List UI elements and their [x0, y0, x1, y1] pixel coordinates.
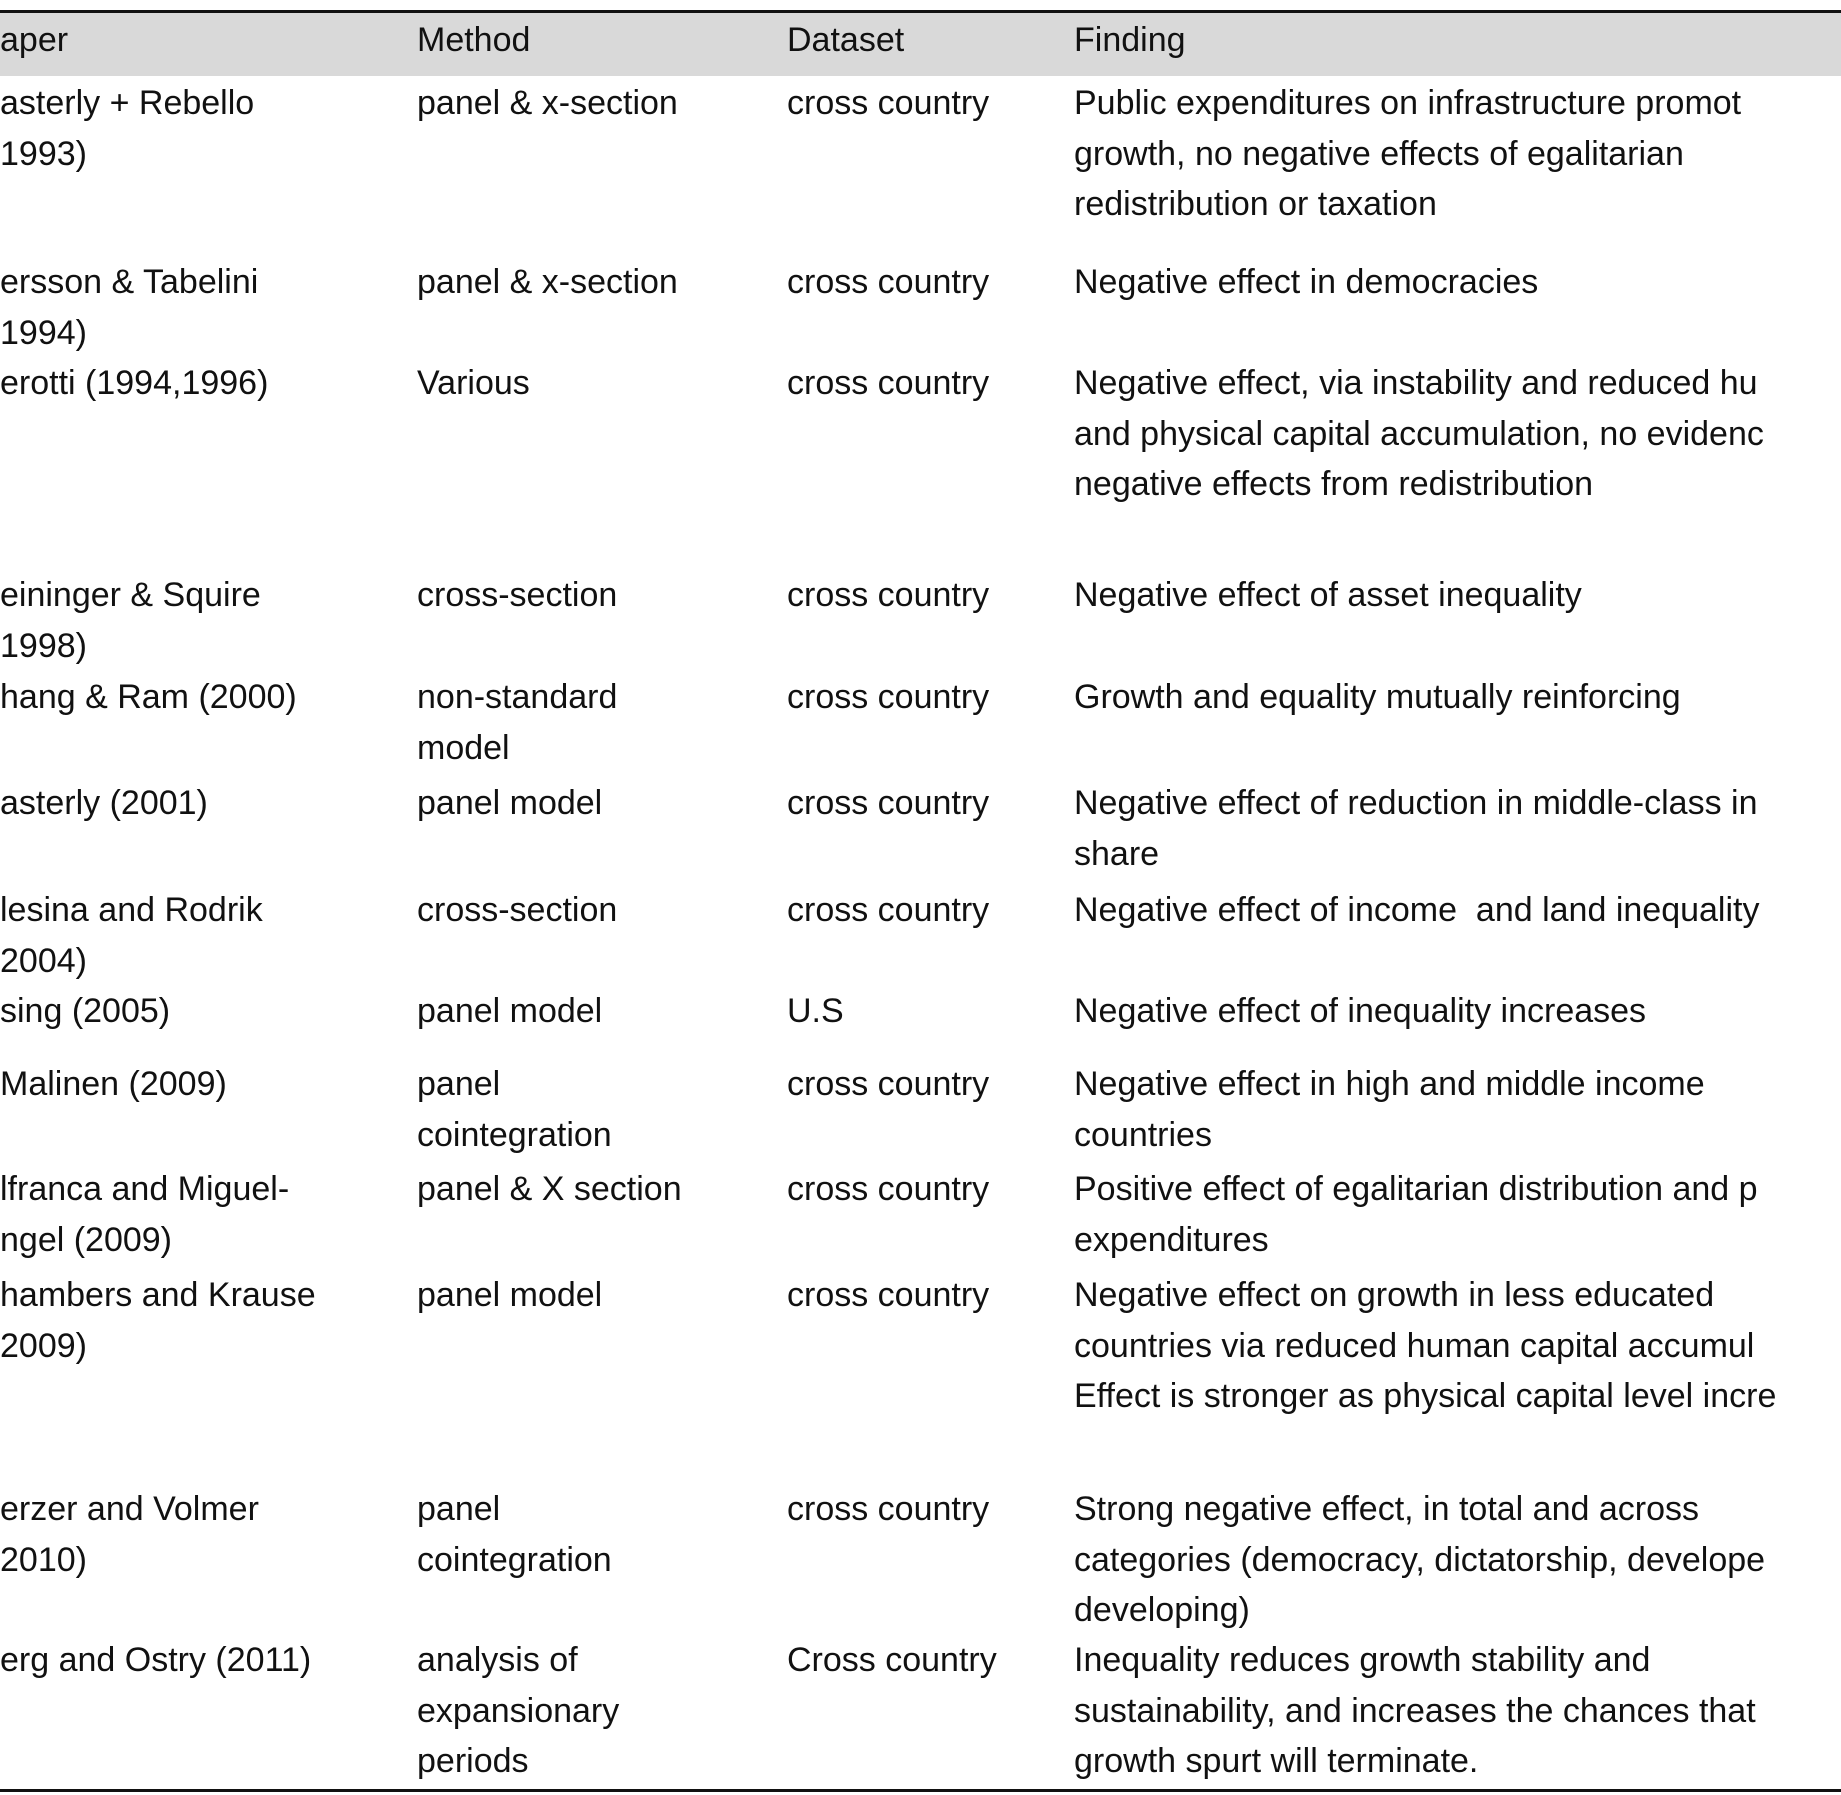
paper-cell: 1993): [0, 134, 87, 173]
finding-cell: sustainability, and increases the chance…: [1074, 1691, 1756, 1730]
paper-cell: erg and Ostry (2011): [0, 1641, 312, 1679]
paper-cell: asterly + Rebello: [0, 84, 255, 122]
method-cell: panel & X section: [417, 1170, 682, 1208]
method-cell: cross-section: [417, 891, 618, 929]
finding-cell: Growth and equality mutually reinforcing: [1074, 678, 1681, 716]
finding-cell: Negative effect in high and middle incom…: [1074, 1065, 1705, 1103]
dataset-cell: U.S: [787, 992, 844, 1030]
paper-cell: ersson & Tabelini: [0, 263, 259, 301]
top-rule: [0, 10, 1841, 13]
dataset-cell: cross country: [787, 1490, 990, 1528]
finding-cell: redistribution or taxation: [1074, 185, 1437, 223]
method-cell: periods: [417, 1742, 529, 1780]
header-cell: Finding: [1074, 21, 1186, 59]
dataset-cell: cross country: [787, 1170, 990, 1208]
finding-cell: Positive effect of egalitarian distribut…: [1074, 1170, 1758, 1208]
method-cell: non-standard: [417, 678, 618, 716]
paper-cell: erotti (1994,1996): [0, 364, 269, 402]
dataset-cell: Cross country: [787, 1641, 997, 1679]
paper-cell: Malinen (2009): [0, 1065, 227, 1103]
paper-cell: eininger & Squire: [0, 576, 261, 614]
finding-cell: and physical capital accumulation, no ev…: [1074, 414, 1764, 453]
finding-cell: Strong negative effect, in total and acr…: [1074, 1490, 1699, 1528]
method-cell: cointegration: [417, 1115, 612, 1154]
finding-cell: share: [1074, 834, 1160, 873]
paper-cell: lfranca and Miguel-: [0, 1170, 290, 1208]
paper-cell: 2010): [0, 1540, 87, 1579]
finding-cell: Negative effect of asset inequality: [1074, 576, 1582, 614]
method-cell: model: [417, 728, 510, 767]
paper-cell: 1994): [0, 313, 87, 352]
method-cell: panel model: [417, 1276, 603, 1314]
dataset-cell: cross country: [787, 364, 990, 402]
finding-cell: expenditures: [1074, 1220, 1269, 1259]
finding-cell: Negative effect of inequality increases: [1074, 992, 1647, 1030]
paper-cell: sing (2005): [0, 992, 171, 1030]
paper-cell: 2009): [0, 1326, 87, 1365]
method-cell: panel & x-section: [417, 263, 678, 301]
dataset-cell: cross country: [787, 1276, 990, 1314]
finding-cell: countries: [1074, 1115, 1212, 1154]
paper-cell: hang & Ram (2000): [0, 678, 297, 716]
finding-cell: Negative effect on growth in less educat…: [1074, 1276, 1715, 1314]
dataset-cell: cross country: [787, 84, 990, 122]
finding-cell: developing): [1074, 1591, 1250, 1629]
method-cell: cointegration: [417, 1540, 612, 1579]
method-cell: Various: [417, 364, 530, 402]
paper-cell: erzer and Volmer: [0, 1490, 259, 1528]
finding-cell: Negative effect of reduction in middle-c…: [1074, 784, 1758, 822]
finding-cell: negative effects from redistribution: [1074, 465, 1594, 503]
header-band: [0, 12, 1841, 76]
finding-cell: Inequality reduces growth stability and: [1074, 1641, 1651, 1679]
header-cell: Method: [417, 21, 531, 59]
dataset-cell: cross country: [787, 891, 990, 929]
method-cell: panel model: [417, 992, 603, 1030]
header-cell: aper: [0, 21, 69, 59]
method-cell: panel model: [417, 784, 603, 822]
header-cell: Dataset: [787, 21, 905, 59]
finding-cell: categories (democracy, dictatorship, dev…: [1074, 1540, 1766, 1579]
finding-cell: Negative effect in democracies: [1074, 263, 1539, 301]
method-cell: panel: [417, 1490, 501, 1528]
finding-cell: growth, no negative effects of egalitari…: [1074, 134, 1684, 173]
bottom-rule: [0, 1789, 1841, 1792]
method-cell: cross-section: [417, 576, 618, 614]
paper-cell: asterly (2001): [0, 784, 208, 822]
paper-cell: lesina and Rodrik: [0, 891, 263, 929]
dataset-cell: cross country: [787, 263, 990, 301]
method-cell: panel: [417, 1065, 501, 1103]
method-cell: panel & x-section: [417, 84, 678, 122]
paper-cell: hambers and Krause: [0, 1276, 316, 1314]
finding-cell: countries via reduced human capital accu…: [1074, 1326, 1755, 1365]
paper-cell: ngel (2009): [0, 1220, 173, 1259]
finding-cell: Public expenditures on infrastructure pr…: [1074, 84, 1742, 122]
dataset-cell: cross country: [787, 1065, 990, 1103]
dataset-cell: cross country: [787, 784, 990, 822]
finding-cell: growth spurt will terminate.: [1074, 1742, 1479, 1780]
dataset-cell: cross country: [787, 678, 990, 716]
method-cell: expansionary: [417, 1691, 620, 1730]
method-cell: analysis of: [417, 1641, 578, 1679]
finding-cell: Negative effect, via instability and red…: [1074, 364, 1758, 402]
paper-cell: 2004): [0, 941, 87, 980]
finding-cell: Effect is stronger as physical capital l…: [1074, 1377, 1777, 1415]
paper-cell: 1998): [0, 626, 87, 665]
dataset-cell: cross country: [787, 576, 990, 614]
finding-cell: Negative effect of income and land inequ…: [1074, 891, 1760, 929]
